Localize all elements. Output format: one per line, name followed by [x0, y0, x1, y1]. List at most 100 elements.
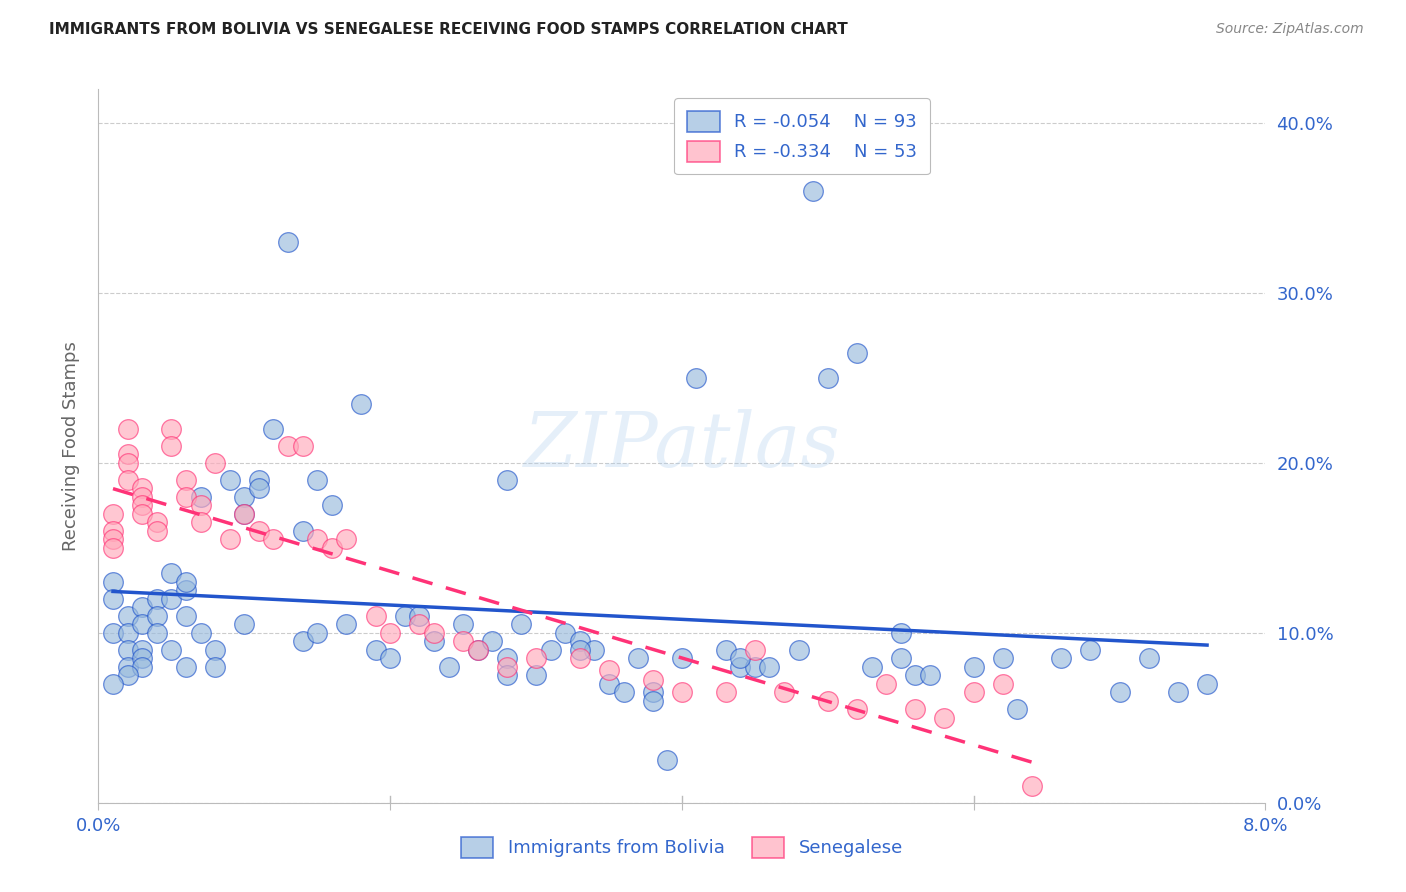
- Point: [904, 702, 927, 716]
- Point: [467, 643, 489, 657]
- Point: [641, 685, 664, 699]
- Point: [174, 660, 197, 674]
- Point: [117, 608, 139, 623]
- Point: [190, 626, 212, 640]
- Point: [131, 600, 153, 615]
- Point: [568, 651, 591, 665]
- Point: [321, 541, 343, 555]
- Point: [612, 685, 634, 699]
- Point: [160, 643, 183, 657]
- Point: [890, 651, 912, 665]
- Point: [174, 490, 197, 504]
- Point: [146, 516, 169, 530]
- Point: [307, 626, 329, 640]
- Point: [160, 422, 183, 436]
- Point: [554, 626, 576, 640]
- Point: [131, 660, 153, 674]
- Point: [117, 473, 139, 487]
- Point: [671, 685, 693, 699]
- Point: [773, 685, 796, 699]
- Point: [117, 643, 139, 657]
- Point: [641, 694, 664, 708]
- Point: [378, 651, 402, 665]
- Point: [904, 668, 927, 682]
- Point: [991, 651, 1014, 665]
- Point: [758, 660, 780, 674]
- Point: [146, 591, 169, 606]
- Point: [131, 617, 153, 632]
- Point: [1108, 685, 1130, 699]
- Point: [218, 473, 240, 487]
- Point: [1080, 643, 1102, 657]
- Point: [160, 439, 183, 453]
- Point: [131, 482, 153, 496]
- Point: [524, 651, 547, 665]
- Point: [714, 643, 737, 657]
- Point: [233, 507, 256, 521]
- Point: [117, 626, 139, 640]
- Legend: Immigrants from Bolivia, Senegalese: Immigrants from Bolivia, Senegalese: [454, 830, 910, 865]
- Point: [117, 448, 139, 462]
- Point: [307, 533, 329, 547]
- Y-axis label: Receiving Food Stamps: Receiving Food Stamps: [62, 341, 80, 551]
- Point: [117, 456, 139, 470]
- Point: [685, 371, 707, 385]
- Point: [598, 663, 620, 677]
- Point: [291, 439, 314, 453]
- Point: [568, 634, 591, 648]
- Point: [496, 660, 519, 674]
- Point: [247, 473, 270, 487]
- Point: [117, 660, 139, 674]
- Point: [801, 184, 824, 198]
- Point: [568, 643, 591, 657]
- Point: [131, 499, 153, 513]
- Point: [101, 533, 124, 547]
- Point: [174, 473, 197, 487]
- Point: [291, 524, 314, 538]
- Point: [408, 608, 430, 623]
- Point: [728, 651, 751, 665]
- Point: [233, 507, 256, 521]
- Point: [423, 634, 446, 648]
- Point: [146, 626, 169, 640]
- Point: [378, 626, 402, 640]
- Point: [247, 524, 270, 538]
- Point: [174, 608, 197, 623]
- Point: [408, 617, 430, 632]
- Point: [510, 617, 533, 632]
- Point: [146, 524, 169, 538]
- Point: [350, 396, 373, 410]
- Point: [860, 660, 883, 674]
- Point: [744, 660, 766, 674]
- Point: [233, 490, 256, 504]
- Point: [496, 668, 519, 682]
- Text: Source: ZipAtlas.com: Source: ZipAtlas.com: [1216, 22, 1364, 37]
- Point: [540, 643, 562, 657]
- Point: [160, 591, 183, 606]
- Point: [262, 533, 284, 547]
- Point: [934, 711, 956, 725]
- Point: [496, 473, 519, 487]
- Point: [714, 685, 737, 699]
- Point: [131, 507, 153, 521]
- Point: [233, 617, 256, 632]
- Point: [174, 583, 197, 598]
- Point: [174, 574, 197, 589]
- Point: [277, 235, 299, 249]
- Point: [875, 677, 897, 691]
- Point: [671, 651, 693, 665]
- Point: [321, 499, 343, 513]
- Point: [962, 660, 984, 674]
- Point: [101, 574, 124, 589]
- Point: [218, 533, 240, 547]
- Point: [641, 673, 664, 688]
- Point: [335, 533, 357, 547]
- Point: [1137, 651, 1160, 665]
- Point: [101, 507, 124, 521]
- Point: [190, 516, 212, 530]
- Point: [817, 694, 839, 708]
- Point: [496, 651, 519, 665]
- Point: [524, 668, 547, 682]
- Point: [394, 608, 416, 623]
- Text: ZIPatlas: ZIPatlas: [523, 409, 841, 483]
